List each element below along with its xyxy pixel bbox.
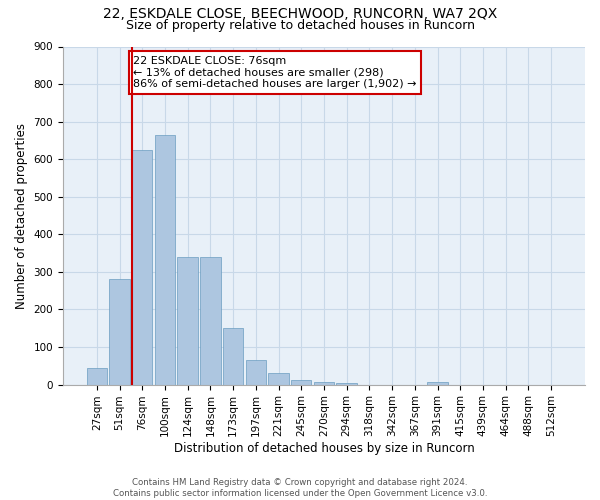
Bar [86, 368, 107, 384]
Text: 22 ESKDALE CLOSE: 76sqm
← 13% of detached houses are smaller (298)
86% of semi-d: 22 ESKDALE CLOSE: 76sqm ← 13% of detache… [133, 56, 416, 89]
Bar [291, 380, 311, 384]
Bar [268, 374, 289, 384]
Bar [109, 280, 130, 384]
Text: Size of property relative to detached houses in Runcorn: Size of property relative to detached ho… [125, 19, 475, 32]
Bar [200, 257, 221, 384]
Bar [245, 360, 266, 384]
Bar [155, 135, 175, 384]
Bar [132, 150, 152, 384]
Bar [223, 328, 244, 384]
Text: 22, ESKDALE CLOSE, BEECHWOOD, RUNCORN, WA7 2QX: 22, ESKDALE CLOSE, BEECHWOOD, RUNCORN, W… [103, 8, 497, 22]
X-axis label: Distribution of detached houses by size in Runcorn: Distribution of detached houses by size … [173, 442, 475, 455]
Text: Contains HM Land Registry data © Crown copyright and database right 2024.
Contai: Contains HM Land Registry data © Crown c… [113, 478, 487, 498]
Bar [314, 382, 334, 384]
Y-axis label: Number of detached properties: Number of detached properties [15, 122, 28, 308]
Bar [178, 257, 198, 384]
Bar [337, 382, 357, 384]
Bar [427, 382, 448, 384]
